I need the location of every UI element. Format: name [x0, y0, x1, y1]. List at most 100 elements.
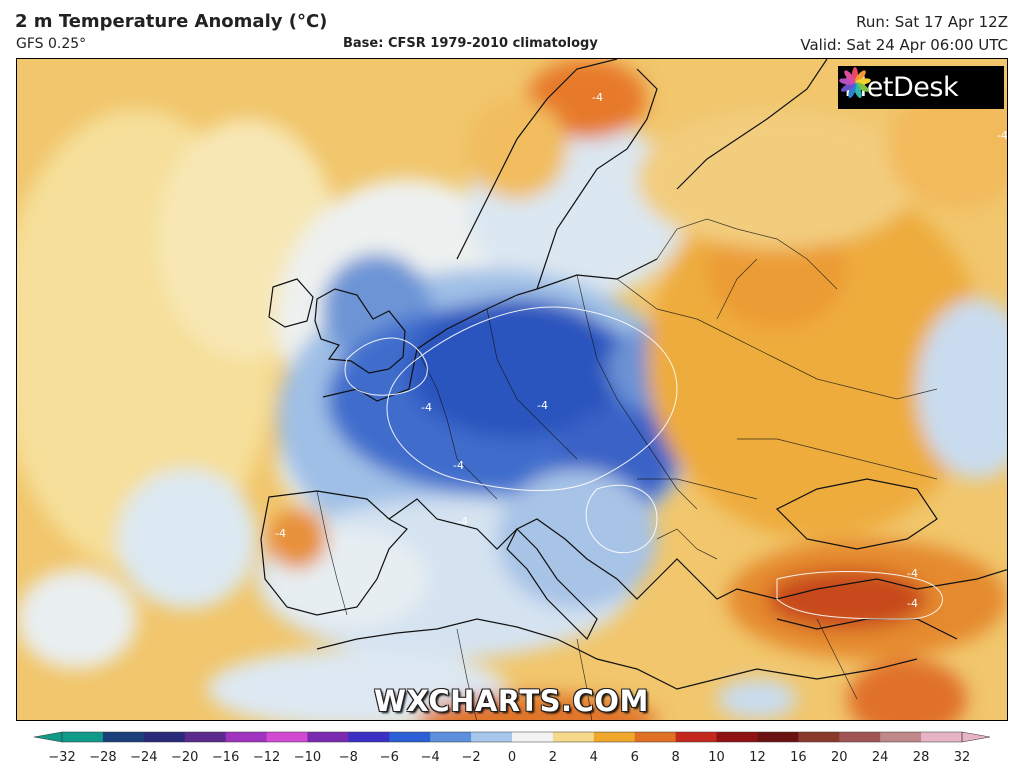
black-sea-outline: [775, 478, 938, 550]
contour-label: -4: [592, 91, 603, 104]
colorbar-segment: [921, 732, 963, 742]
colorbar-segment: [307, 732, 349, 742]
colorbar-tick-label: 6: [630, 750, 639, 765]
contour-line: [344, 337, 428, 396]
colorbar-segment: [430, 732, 472, 742]
colorbar-tick-label: −8: [338, 750, 358, 765]
border-line: [816, 618, 858, 700]
border-line: [576, 274, 698, 510]
sweden-coast: [536, 68, 658, 290]
colorbar-segment: [552, 732, 595, 742]
colorbar-tick-label: 16: [790, 750, 807, 765]
anomaly-area: [847, 659, 967, 720]
border-line: [456, 628, 477, 720]
italy-outline: [506, 527, 598, 641]
colorbar-segment: [675, 732, 718, 742]
anomaly-area: [207, 649, 507, 720]
colorbar-tick-label: 0: [507, 750, 517, 765]
anomaly-area: [407, 299, 627, 439]
colorbar-tick-label: 24: [871, 750, 889, 765]
chart-title: 2 m Temperature Anomaly (°C): [15, 11, 328, 32]
colorbar-tick-label: 4: [589, 750, 598, 765]
border-line: [656, 528, 718, 560]
finland-coast: [676, 59, 828, 190]
anomaly-area: [117, 469, 257, 609]
ireland-outline: [268, 278, 314, 328]
anomaly-area: [417, 694, 657, 720]
wxcharts-watermark: WXCHARTS.COM: [374, 684, 649, 718]
colorbar-segment: [389, 732, 431, 742]
contour-line: [585, 484, 658, 554]
europe-north-coast: [322, 258, 658, 402]
anomaly-area: [497, 469, 657, 609]
colorbar-tick-label: −16: [211, 750, 240, 765]
mediterranean-north-coast: [388, 498, 1007, 600]
colorbar-segment: [225, 732, 268, 742]
contour-label: -4: [997, 129, 1008, 142]
anomaly-area: [767, 569, 927, 629]
colorbar-segment: [512, 732, 554, 742]
colorbar-gradient: [33, 731, 991, 743]
border-line: [637, 478, 758, 500]
border-line: [416, 348, 498, 500]
anomaly-area: [637, 109, 917, 249]
contour-lines: [344, 306, 943, 620]
country-borders: [316, 218, 938, 720]
colorbar-frame: [61, 731, 963, 743]
colorbar-segment: [593, 732, 636, 742]
border-line: [486, 308, 578, 460]
colorbar-tick-label: 28: [912, 750, 930, 765]
colorbar-segment: [798, 732, 840, 742]
colorbar-segment: [102, 732, 145, 742]
border-line: [737, 438, 938, 480]
border-line: [316, 490, 348, 616]
north-africa-coast: [316, 618, 918, 690]
colorbar-segment: [143, 732, 186, 742]
colorbar-tick-label: 2: [548, 750, 558, 765]
colorbar-tick-label: 12: [749, 750, 766, 765]
colorbar-max-arrow: [961, 731, 991, 743]
colorbar-segment: [839, 732, 881, 742]
contour-label: -4: [421, 401, 432, 414]
run-time-label: Run: Sat 17 Apr 12Z: [856, 13, 1008, 31]
colorbar-tick-labels: −32 −28 −24 −20 −16 −12 −10 −8 −6 −4 −2 0 2 4 6 8 10 12 16…: [16, 750, 1008, 770]
colorbar-tick-label: −4: [420, 750, 440, 765]
colorbar-tick-label: −20: [171, 750, 199, 765]
anomaly-area: [717, 679, 797, 719]
colorbar-tick-label: −24: [130, 750, 158, 765]
temperature-anomaly-map: -4 -4 -4 -4 -4 -4 -4 -4 -4 MetD: [16, 58, 1008, 721]
contour-label: -4: [453, 459, 464, 472]
colorbar-tick-label: 10: [708, 750, 725, 765]
border-line: [656, 218, 838, 290]
colorbar-segment: [757, 732, 799, 742]
colorbar-tick-label: −12: [252, 750, 281, 765]
border-line: [716, 258, 758, 320]
colorbar-segment: [62, 732, 104, 742]
colorbar-segment: [266, 732, 308, 742]
valid-time-label: Valid: Sat 24 Apr 06:00 UTC: [800, 36, 1008, 54]
map-canvas: -4 -4 -4 -4 -4 -4 -4 -4 -4: [17, 59, 1008, 720]
iberia-outline: [260, 490, 408, 616]
colorbar-segment: [716, 732, 758, 742]
anomaly-area: [267, 509, 327, 569]
contour-line: [776, 571, 943, 620]
anomaly-area: [467, 99, 567, 199]
contour-label: -4: [907, 567, 918, 580]
colorbar-segment: [184, 732, 227, 742]
model-label: GFS 0.25°: [16, 36, 87, 52]
contour-label: -4: [537, 399, 548, 412]
colorbar-segment: [348, 732, 390, 742]
colorbar-tick-label: −6: [379, 750, 399, 765]
metdesk-logo: MetDesk: [838, 66, 1004, 109]
contour-labels: -4 -4 -4 -4 -4 -4 -4 -4 -4: [275, 91, 1008, 610]
colorbar-segment: [634, 732, 677, 742]
colorbar-segment: [471, 732, 513, 742]
anomaly-area: [17, 569, 137, 669]
anomaly-area: [917, 299, 1007, 479]
colorbar-min-arrow: [33, 731, 63, 743]
metdesk-flower-icon: [839, 67, 871, 99]
contour-line: [386, 306, 678, 491]
colorbar-segment: [880, 732, 922, 742]
colorbar-tick-label: −32: [48, 750, 76, 765]
colorbar-tick-label: −2: [461, 750, 481, 765]
